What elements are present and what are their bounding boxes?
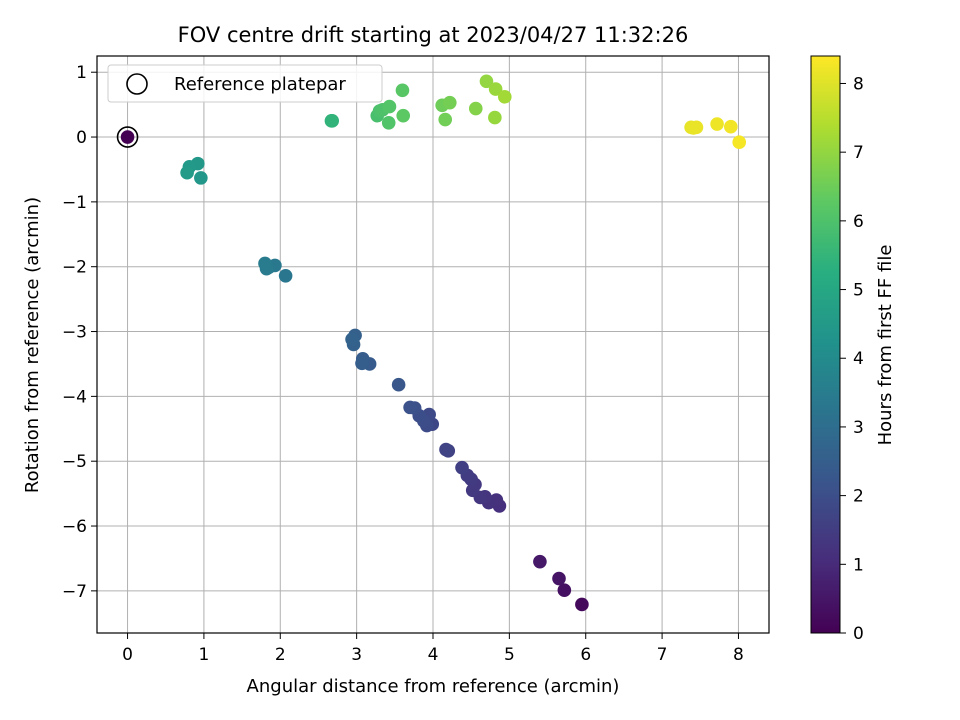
y-axis-label: Rotation from reference (arcmin) [22,197,43,493]
y-tick-label: −5 [62,452,87,472]
y-axis-ticks: 1 0 −1 −2 −3 −4 −5 −6 −7 [62,63,97,602]
data-point [120,130,135,144]
data-point [345,332,359,347]
y-tick-label: 1 [76,63,87,83]
data-point [403,400,417,415]
data-point [552,571,566,586]
colorbar-tick-label: 2 [853,487,864,507]
y-tick-label: −3 [62,323,87,343]
colorbar-tick-label: 5 [853,281,864,301]
colorbar-tick-label: 0 [853,624,864,644]
x-tick-label: 6 [580,645,591,665]
y-tick-label: −7 [62,582,87,602]
data-point [180,165,194,180]
data-point [468,101,483,116]
colorbar-gradient [810,55,841,634]
grid-lines [97,56,769,633]
plot-frame [96,55,770,634]
data-point [391,377,406,392]
chart-title: FOV centre drift starting at 2023/04/27 … [178,23,689,47]
legend-box [107,64,383,103]
x-tick-label: 7 [657,645,668,665]
data-point [443,95,457,110]
data-point [355,356,369,371]
data-point [689,120,704,135]
colorbar-tick-label: 7 [853,143,864,163]
data-point [325,114,340,128]
colorbar-tick-label: 3 [853,418,864,438]
data-point [396,108,411,123]
data-point [710,117,724,131]
x-tick-label: 1 [198,645,209,665]
data-point [575,597,589,612]
data-point [438,112,453,127]
y-tick-label: −4 [62,387,87,407]
y-tick-label: 0 [76,128,87,148]
colorbar-tick-label: 6 [853,212,864,232]
x-tick-label: 8 [733,645,744,665]
data-point [382,99,397,114]
legend-marker-reference [126,73,148,95]
data-point [465,483,480,498]
legend: Reference platepar [107,64,383,103]
colorbar-tick-label: 4 [853,349,864,369]
data-point [395,83,410,98]
y-tick-label: −2 [62,258,87,278]
data-point [479,74,494,89]
x-tick-label: 3 [351,645,362,665]
x-tick-label: 5 [504,645,515,665]
y-tick-label: −1 [62,193,87,213]
data-point [455,460,469,475]
x-axis-ticks: 0 1 2 3 4 5 6 7 8 [122,633,744,665]
data-point [278,268,293,283]
colorbar-ticks: 0 1 2 3 4 5 6 7 8 [840,74,864,644]
x-tick-label: 0 [122,645,133,665]
data-point [732,135,747,150]
data-point [258,256,272,271]
data-point [439,442,453,457]
data-point [194,171,208,185]
reference-marker [116,126,139,148]
x-tick-label: 4 [428,645,439,665]
x-axis-label: Angular distance from reference (arcmin) [247,676,620,697]
colorbar: 0 1 2 3 4 5 6 7 8 Hours from first FF file [810,55,896,644]
x-tick-label: 2 [275,645,286,665]
data-point [557,583,572,598]
data-point [497,90,512,104]
data-point [488,82,503,96]
data-point [488,110,502,125]
legend-label-reference: Reference platepar [174,74,346,95]
data-point [724,119,738,134]
data-points [116,74,747,612]
colorbar-tick-label: 8 [853,74,864,94]
data-point [381,115,396,130]
colorbar-label: Hours from first FF file [875,245,896,446]
data-point [533,554,547,569]
y-tick-label: −6 [62,517,87,537]
colorbar-tick-label: 1 [853,555,864,575]
